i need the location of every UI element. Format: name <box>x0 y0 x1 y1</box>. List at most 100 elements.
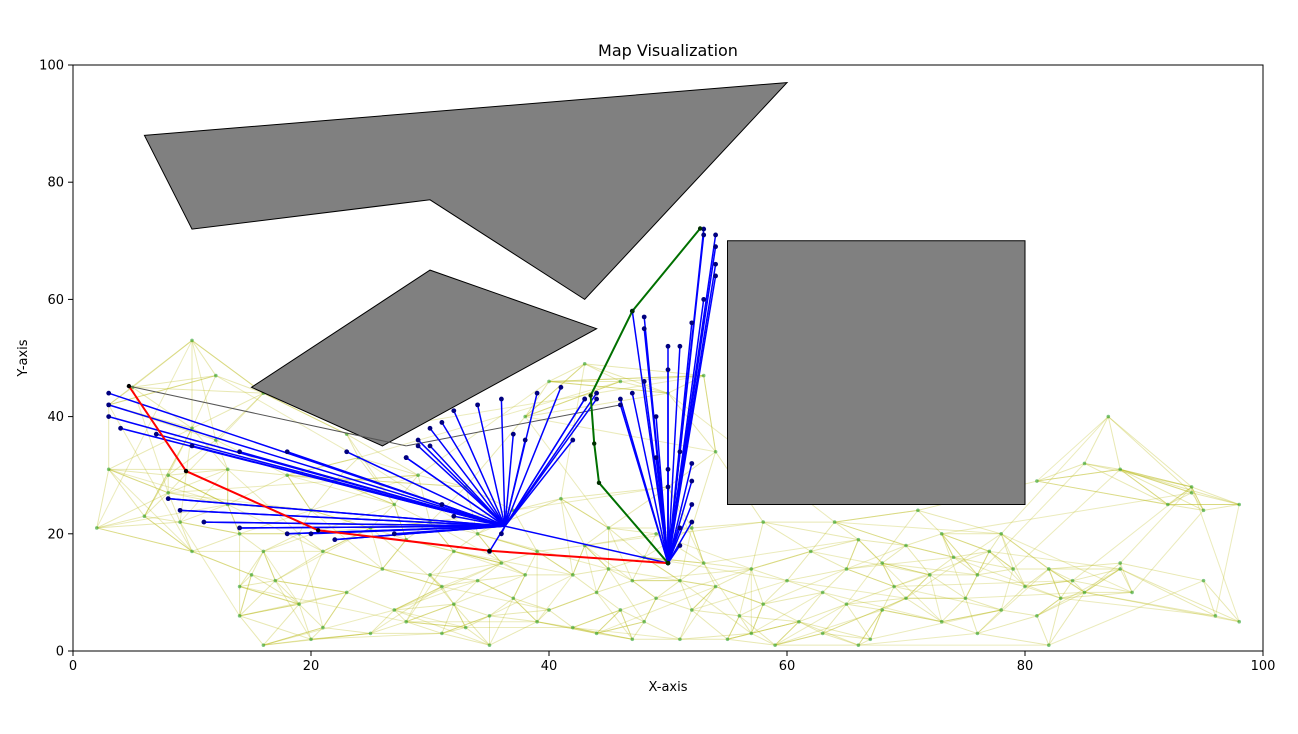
roadmap-edge <box>429 486 467 523</box>
roadmap-edge <box>881 562 943 623</box>
roadmap-edge <box>108 375 216 406</box>
roadmap-edge <box>596 580 633 593</box>
sample-point <box>214 373 218 378</box>
roadmap-edge <box>132 386 264 394</box>
tree-edge <box>168 497 506 527</box>
roadmap-edge <box>941 533 955 558</box>
tree-edge <box>504 387 562 527</box>
roadmap-edge <box>822 597 907 634</box>
roadmap-edge <box>1048 592 1085 646</box>
roadmap-edge <box>1107 416 1192 488</box>
roadmap-edge <box>608 556 645 570</box>
sample-point <box>309 637 313 642</box>
roadmap-edge <box>191 533 240 552</box>
roadmap-edge <box>1048 568 1062 599</box>
roadmap-edge <box>168 480 335 494</box>
roadmap-edge <box>1084 463 1169 505</box>
roadmap-edge <box>822 591 942 623</box>
roadmap-edge <box>274 580 312 640</box>
roadmap-edge <box>441 603 455 634</box>
roadmap-edge <box>1119 468 1204 511</box>
sample-point <box>475 578 480 583</box>
roadmap-edge <box>810 550 847 570</box>
roadmap-edge <box>608 527 633 581</box>
roadmap-edge <box>382 568 431 576</box>
sample-point <box>440 584 444 589</box>
roadmap-edge <box>179 504 228 523</box>
roadmap-edge <box>179 428 193 523</box>
roadmap-edge <box>334 474 419 482</box>
sample-point <box>523 414 527 419</box>
roadmap-edge <box>572 627 680 640</box>
tree-node <box>629 390 635 396</box>
roadmap-edge <box>537 621 573 629</box>
roadmap-edge <box>846 556 954 570</box>
tree-node <box>427 425 433 431</box>
roadmap-edge <box>262 551 276 581</box>
roadmap-edge <box>167 474 228 505</box>
roadmap-edge <box>905 574 931 599</box>
roadmap-edge <box>727 621 800 640</box>
sample-point <box>618 608 623 612</box>
roadmap-edge <box>239 586 300 605</box>
roadmap-edge <box>167 392 264 494</box>
roadmap-edge <box>572 545 586 576</box>
roadmap-edge <box>275 550 324 582</box>
roadmap-edge <box>1000 568 1014 611</box>
roadmap-edge <box>1060 591 1133 599</box>
roadmap-edge <box>1203 580 1240 623</box>
sample-point <box>404 619 409 624</box>
roadmap-edge <box>703 562 752 570</box>
sample-point <box>594 631 599 636</box>
roadmap-edge <box>191 340 217 441</box>
roadmap-edge <box>858 539 907 547</box>
tree-node <box>439 502 445 507</box>
roadmap-edge <box>572 627 633 640</box>
sample-point <box>1130 590 1134 595</box>
roadmap-edge <box>239 580 276 617</box>
roadmap-edge <box>144 515 181 523</box>
sample-point <box>190 426 194 431</box>
roadmap-edge <box>275 580 347 593</box>
roadmap-edge <box>477 533 502 564</box>
roadmap-edge <box>1107 416 1121 470</box>
roadmap-edge <box>1119 468 1169 505</box>
roadmap-edge <box>382 539 407 570</box>
roadmap-edge <box>239 586 407 623</box>
roadmap-edge <box>191 340 264 394</box>
roadmap-edge <box>441 586 455 605</box>
roadmap-edge <box>691 586 716 611</box>
tree-edge <box>405 457 506 527</box>
roadmap-edge <box>1036 568 1121 617</box>
roadmap-edge <box>810 521 835 552</box>
roadmap-edge <box>644 556 704 564</box>
tree-edge <box>667 545 681 564</box>
roadmap-edge <box>977 609 1002 634</box>
roadmap-edge <box>822 568 847 593</box>
roadmap-edge <box>941 533 990 552</box>
roadmap-edge <box>477 580 514 599</box>
plot-frame <box>72 64 1264 652</box>
sample-point <box>939 619 944 624</box>
roadmap-edge <box>108 468 169 476</box>
sample-point <box>487 614 492 618</box>
sample-point <box>1047 643 1051 647</box>
roadmap-edge <box>1048 568 1085 593</box>
roadmap-edge <box>560 498 574 575</box>
tree-node <box>713 261 718 267</box>
roadmap-edge <box>179 469 229 523</box>
tree-node <box>284 531 290 537</box>
roadmap-edge <box>881 545 907 564</box>
sample-point <box>773 643 777 647</box>
roadmap-edge <box>322 550 383 570</box>
roadmap-edge <box>406 603 454 623</box>
tree-edge <box>203 521 505 527</box>
roadmap-edge <box>310 632 371 640</box>
roadmap-edge <box>584 527 609 546</box>
roadmap-edge <box>298 603 324 628</box>
tree-edge <box>504 439 526 527</box>
roadmap-edge <box>1048 580 1204 646</box>
sample-point <box>904 543 908 548</box>
tree-node <box>689 519 695 525</box>
roadmap-edge <box>727 632 752 640</box>
